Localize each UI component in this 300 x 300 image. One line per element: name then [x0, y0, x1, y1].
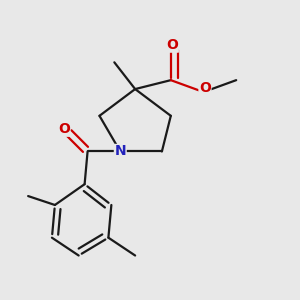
Text: O: O — [199, 81, 211, 94]
Text: N: N — [115, 145, 126, 158]
Text: O: O — [58, 122, 70, 136]
Text: O: O — [167, 38, 178, 52]
